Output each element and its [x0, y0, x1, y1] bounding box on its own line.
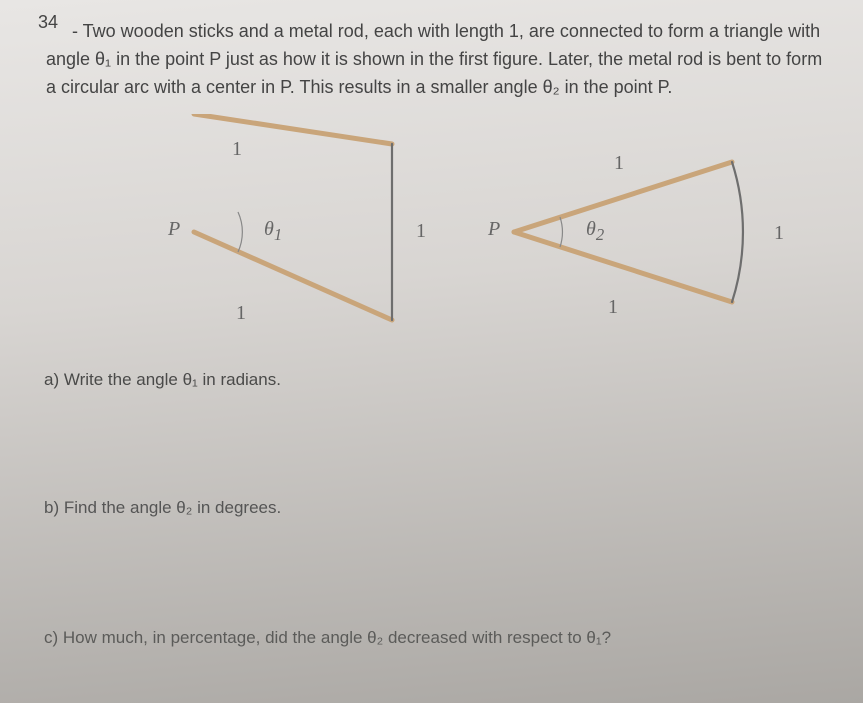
fig2-label-P: P — [488, 218, 500, 241]
fig2-theta-sym: θ — [586, 218, 596, 240]
fig1-label-bottom: 1 — [236, 302, 246, 325]
fig1-theta-sym: θ — [264, 218, 274, 240]
fig1-label-right: 1 — [416, 220, 426, 243]
part-b: b) Find the angle θ₂ in degrees. — [44, 498, 829, 518]
fig1-angle-arc — [238, 212, 242, 252]
fig1-label-P: P — [168, 218, 180, 241]
parts-container: a) Write the angle θ₁ in radians. b) Fin… — [44, 370, 829, 648]
fig2-label-bottom: 1 — [608, 296, 618, 319]
problem-number: 34 — [38, 12, 58, 33]
fig1-stick-top — [194, 114, 392, 144]
fig2-label-theta: θ2 — [586, 218, 604, 245]
fig1-label-theta: θ1 — [264, 218, 282, 245]
fig2-label-top: 1 — [614, 152, 624, 175]
fig1-theta-sub: 1 — [274, 225, 282, 244]
fig1-stick-bottom — [194, 232, 392, 320]
fig2-angle-arc — [560, 217, 562, 247]
figures-container: P 1 1 1 θ1 P 1 1 1 θ2 — [44, 114, 829, 354]
part-c: c) How much, in percentage, did the angl… — [44, 628, 829, 648]
problem-statement: - Two wooden sticks and a metal rod, eac… — [46, 18, 829, 102]
part-a: a) Write the angle θ₁ in radians. — [44, 370, 829, 390]
figure-1 — [194, 114, 392, 320]
problem-line4: angle θ₂ in the point P. — [494, 77, 673, 97]
fig2-rod-arc — [732, 162, 743, 302]
fig2-theta-sub: 2 — [596, 225, 604, 244]
fig1-label-top: 1 — [232, 138, 242, 161]
fig2-stick-bottom — [514, 232, 732, 302]
figure-2 — [514, 162, 743, 302]
problem-line1: - Two wooden sticks and a metal rod, eac… — [72, 21, 704, 41]
fig2-label-arc: 1 — [774, 222, 784, 245]
figures-svg — [44, 114, 863, 354]
